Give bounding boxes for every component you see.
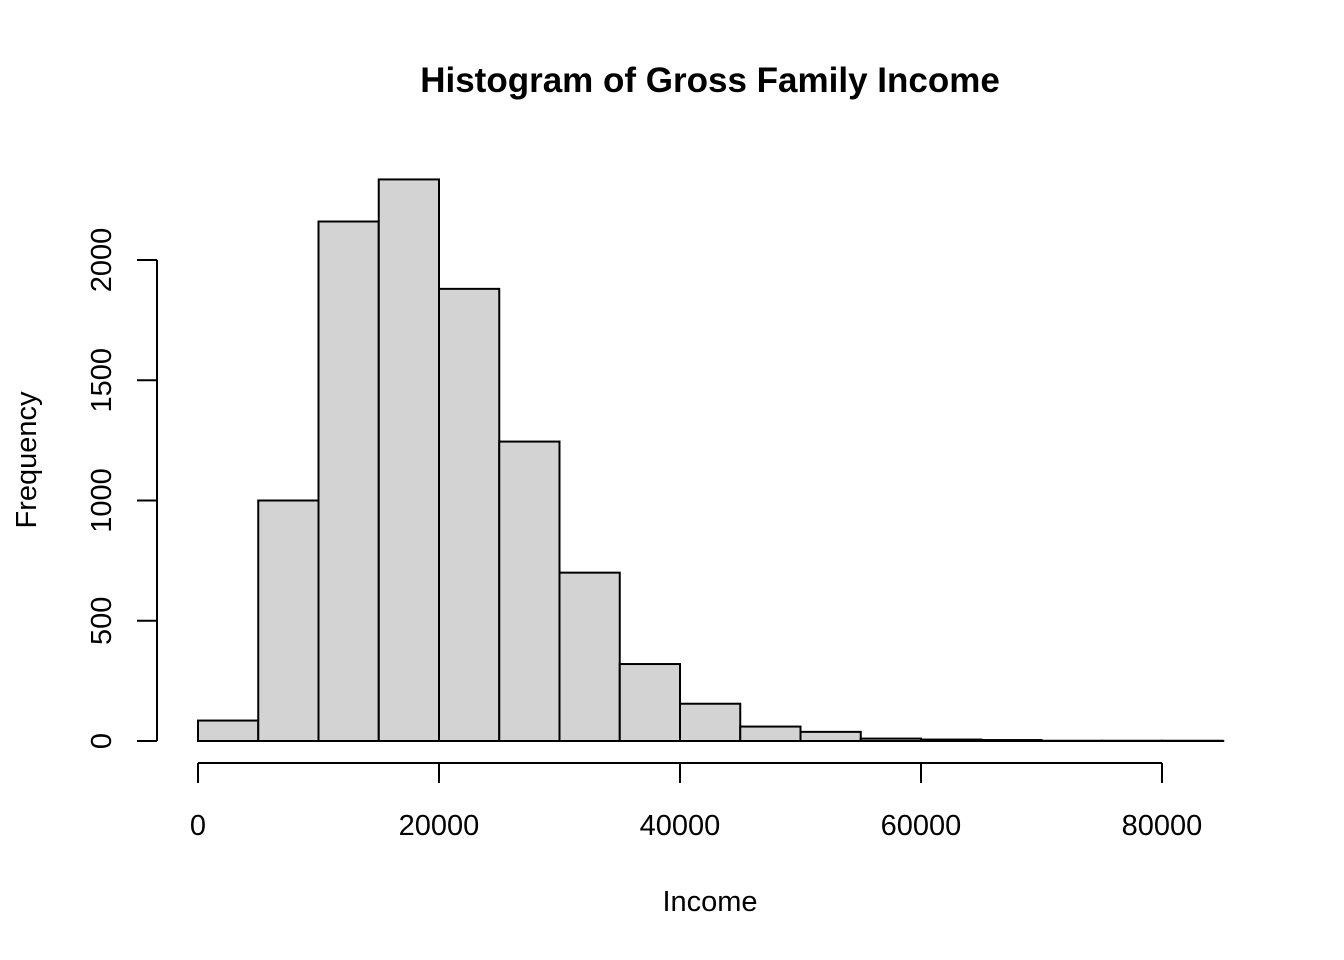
histogram-bar-0 xyxy=(197,719,260,742)
histogram-bar-2 xyxy=(317,220,380,742)
histogram-bar-9 xyxy=(739,725,802,743)
chart-title: Histogram of Gross Family Income xyxy=(420,61,1000,100)
x-tick-label-0: 0 xyxy=(190,810,206,842)
x-axis-label: Income xyxy=(662,886,757,918)
histogram-bar-7 xyxy=(618,663,681,742)
x-tick-label-1: 20000 xyxy=(399,810,480,842)
y-tick-label-4: 2000 xyxy=(86,228,118,293)
y-axis-label: Frequency xyxy=(11,391,43,529)
y-tick-label-0: 0 xyxy=(86,733,118,749)
histogram-bar-10 xyxy=(799,730,862,743)
y-tick-label-2: 1000 xyxy=(86,468,118,533)
histogram-bar-3 xyxy=(377,178,440,742)
histogram-bar-8 xyxy=(679,702,742,742)
histogram-bar-4 xyxy=(438,287,501,742)
histogram-bar-6 xyxy=(558,571,621,743)
histogram-bar-5 xyxy=(498,440,561,742)
bars-group xyxy=(197,178,1225,743)
x-axis: 0 20000 40000 60000 80000 xyxy=(190,762,1203,842)
y-axis: 0 500 1000 1500 2000 xyxy=(86,228,158,749)
histogram-bar-1 xyxy=(257,499,320,742)
x-tick-label-3: 60000 xyxy=(881,810,962,842)
x-tick-label-2: 40000 xyxy=(640,810,721,842)
y-tick-label-1: 500 xyxy=(86,597,118,645)
x-tick-label-4: 80000 xyxy=(1122,810,1203,842)
y-tick-label-3: 1500 xyxy=(86,348,118,413)
